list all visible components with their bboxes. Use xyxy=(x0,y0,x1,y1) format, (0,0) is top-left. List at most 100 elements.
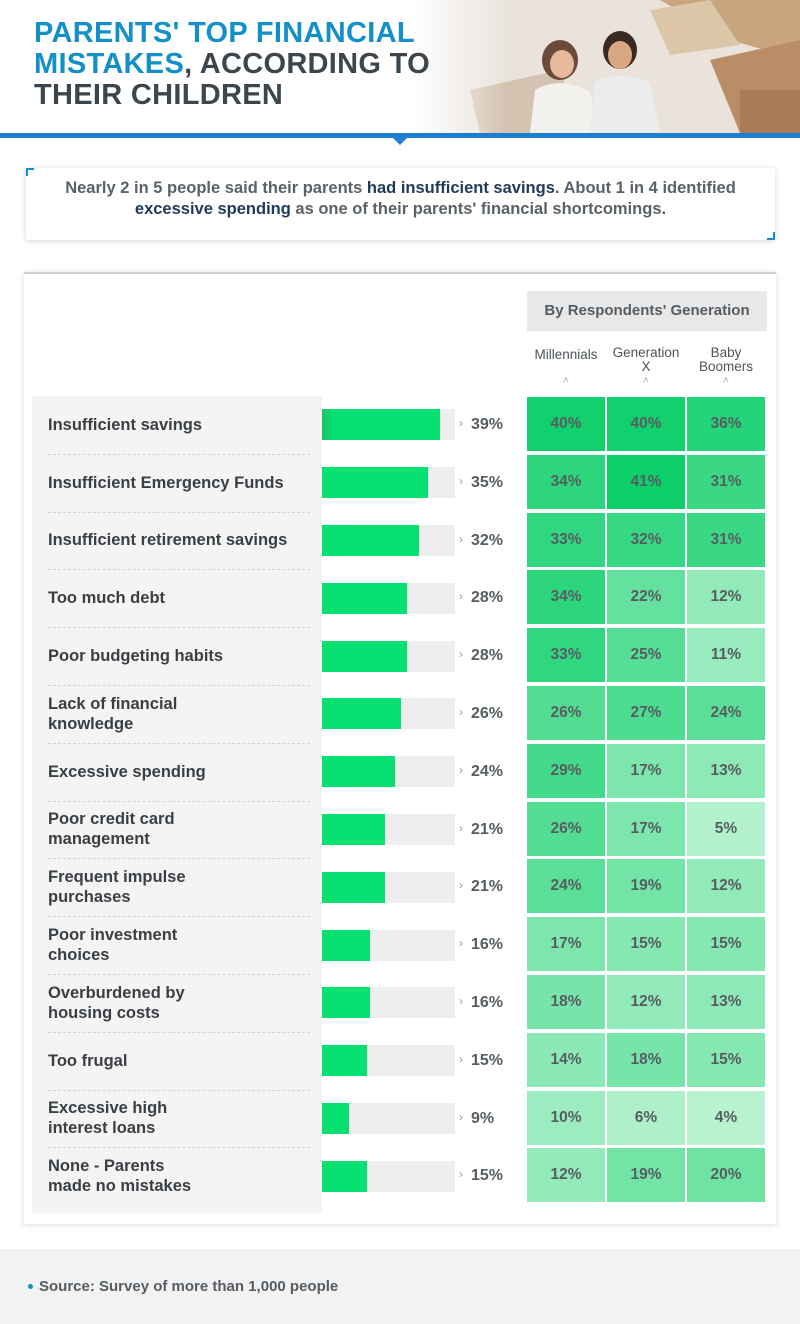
chevron-right-icon: › xyxy=(459,1109,463,1124)
heatmap-cell: 33% xyxy=(527,628,605,683)
chevron-right-icon: › xyxy=(459,762,463,777)
bar xyxy=(322,640,407,672)
value-label: 9% xyxy=(471,1109,495,1127)
value-label: 16% xyxy=(471,936,504,954)
row-separator xyxy=(48,511,310,513)
row-separator xyxy=(48,800,310,802)
heatmap-cell: 19% xyxy=(607,859,685,914)
value-label: 24% xyxy=(471,762,504,780)
chevron-right-icon: › xyxy=(459,878,463,893)
row-separator xyxy=(48,916,310,918)
corner-bracket xyxy=(26,168,34,176)
heatmap-cell: 34% xyxy=(527,454,605,509)
source-band xyxy=(0,1249,800,1324)
corner-bracket xyxy=(767,232,775,240)
intro-part: Nearly 2 in 5 people said their parents xyxy=(65,179,367,197)
chevron-right-icon: › xyxy=(459,473,463,488)
heatmap-cell: 17% xyxy=(527,917,605,972)
chevron-right-icon: › xyxy=(459,936,463,951)
heatmap-cell: 19% xyxy=(607,1148,685,1203)
heatmap-cell: 29% xyxy=(527,743,605,798)
heatmap-cell: 31% xyxy=(687,454,765,509)
value-label: 28% xyxy=(471,647,504,665)
chevron-right-icon: › xyxy=(459,531,463,546)
row-label: None - Parents made no mistakes xyxy=(48,1157,192,1196)
row-separator xyxy=(48,974,310,975)
row-separator xyxy=(48,742,310,744)
caret-up-icon: ˄ xyxy=(562,375,570,387)
bar xyxy=(322,467,428,499)
bar xyxy=(322,871,386,903)
heatmap-cell: 17% xyxy=(607,743,685,798)
chevron-right-icon: › xyxy=(459,415,463,430)
row-label: Overburdened by housing costs xyxy=(48,983,185,1022)
bar xyxy=(322,1160,368,1192)
heatmap-cell: 40% xyxy=(527,397,605,451)
generation-header: By Respondents' Generation xyxy=(527,291,767,331)
row-separator xyxy=(48,1147,310,1149)
heatmap-cell: 40% xyxy=(607,397,685,451)
heatmap-cell: 31% xyxy=(687,512,765,567)
heatmap-cell: 13% xyxy=(687,975,765,1029)
bar xyxy=(322,756,395,788)
generation-column-header: Baby Boomers xyxy=(698,345,754,374)
heatmap-cell: 34% xyxy=(527,570,605,625)
chevron-right-icon: › xyxy=(459,820,463,835)
generation-column-header: Generation X xyxy=(612,345,680,374)
row-separator xyxy=(48,1089,310,1091)
label-panel xyxy=(32,396,322,1213)
row-separator xyxy=(48,1031,310,1033)
heatmap-cell: 24% xyxy=(527,859,605,914)
heatmap-cell: 4% xyxy=(687,1090,765,1145)
row-label: Poor budgeting habits xyxy=(48,647,224,666)
chevron-right-icon: › xyxy=(459,993,463,1008)
title-highlight: PARENTS' TOP FINANCIAL MISTAKES xyxy=(34,17,415,80)
bar xyxy=(322,698,401,730)
bar xyxy=(322,1045,368,1077)
heatmap-cell: 6% xyxy=(607,1090,685,1145)
heatmap-cell: 15% xyxy=(687,917,765,972)
value-label: 15% xyxy=(471,1051,504,1069)
page-title: PARENTS' TOP FINANCIAL MISTAKES, ACCORDI… xyxy=(34,18,454,111)
row-label: Poor credit card management xyxy=(48,810,175,849)
heatmap-cell: 5% xyxy=(687,801,765,856)
row-label: Insufficient savings xyxy=(48,415,203,434)
value-label: 32% xyxy=(471,531,504,549)
value-label: 35% xyxy=(471,473,504,491)
heatmap-cell: 10% xyxy=(527,1090,605,1145)
row-separator xyxy=(48,858,310,860)
generation-column-header: Millennials xyxy=(534,347,598,362)
row-separator xyxy=(48,685,310,686)
heatmap-cell: 36% xyxy=(687,397,765,451)
chevron-right-icon: › xyxy=(459,647,463,662)
value-label: 39% xyxy=(471,415,504,433)
intro-part: . About 1 in 4 identified xyxy=(554,179,736,197)
bullet-icon xyxy=(28,1284,33,1289)
heatmap-cell: 26% xyxy=(527,686,605,740)
header-notch xyxy=(392,137,408,145)
heatmap-cell: 41% xyxy=(607,454,685,509)
row-label: Too frugal xyxy=(48,1051,128,1070)
row-label: Too much debt xyxy=(48,589,166,608)
heatmap-cell: 15% xyxy=(607,917,685,972)
chart-card: By Respondents' Generation Millennials ˄ G… xyxy=(24,272,776,1224)
bar xyxy=(322,582,407,614)
value-label: 15% xyxy=(471,1167,504,1185)
bar xyxy=(322,929,371,961)
heatmap-cell: 27% xyxy=(607,686,685,740)
chevron-right-icon: › xyxy=(459,1051,463,1066)
chevron-right-icon: › xyxy=(459,589,463,604)
bar xyxy=(322,814,386,845)
bar xyxy=(322,1103,350,1134)
row-separator xyxy=(48,627,310,629)
row-label: Poor investment choices xyxy=(48,926,178,965)
heatmap-cell: 12% xyxy=(607,975,685,1029)
heatmap-cell: 20% xyxy=(687,1148,765,1203)
heatmap-cell: 18% xyxy=(607,1032,685,1087)
heatmap-cell: 26% xyxy=(527,801,605,856)
value-label: 26% xyxy=(471,704,504,722)
caret-up-icon: ˄ xyxy=(722,375,730,387)
row-label: Insufficient Emergency Funds xyxy=(48,473,284,492)
couple-photo xyxy=(410,0,800,133)
